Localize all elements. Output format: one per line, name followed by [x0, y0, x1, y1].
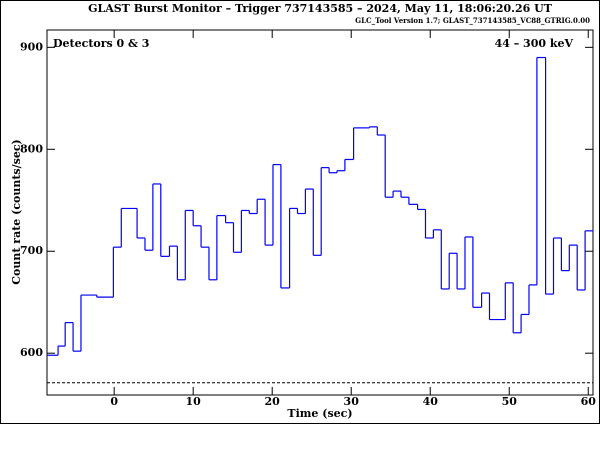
x-tick-label: 50	[502, 395, 518, 408]
annotation: 44 – 300 keV	[495, 37, 574, 50]
x-tick-label: 10	[186, 395, 202, 408]
y-axis-label: Count rate (counts/sec)	[10, 139, 23, 284]
x-tick-label: 60	[581, 395, 597, 408]
x-tick-label: 0	[110, 395, 118, 408]
y-tick-label: 700	[20, 244, 43, 257]
y-tick-label: 900	[20, 40, 43, 53]
x-tick-label: 20	[265, 395, 281, 408]
annotation: Detectors 0 & 3	[53, 37, 149, 50]
chart-title: GLAST Burst Monitor – Trigger 737143585 …	[88, 2, 553, 15]
y-tick-label: 800	[20, 142, 43, 155]
x-tick-label: 40	[423, 395, 439, 408]
y-tick-label: 600	[20, 346, 43, 359]
x-axis-label: Time (sec)	[287, 407, 352, 420]
subtitle: GLC_Tool Version 1.7; GLAST_737143585_VC…	[355, 16, 590, 25]
frame	[0, 0, 600, 424]
plot-area	[46, 29, 594, 396]
x-tick-label: 30	[344, 395, 360, 408]
